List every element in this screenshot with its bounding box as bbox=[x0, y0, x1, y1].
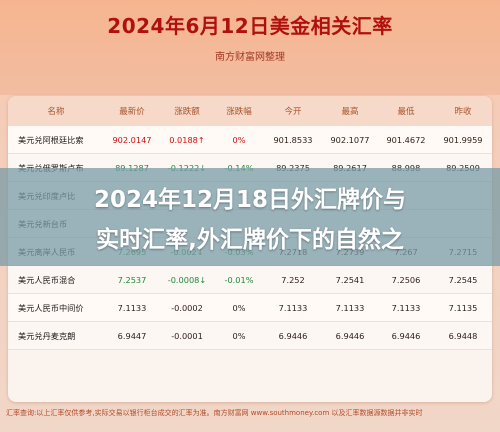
rate-cell: 7.2545 bbox=[434, 265, 492, 294]
rate-cell: 7.252 bbox=[264, 265, 322, 294]
column-header: 最高 bbox=[322, 96, 378, 126]
rate-cell: 6.9446 bbox=[264, 321, 322, 350]
rate-cell: -0.0002 bbox=[160, 293, 214, 322]
footer-note: 汇率查询:以上汇率仅供参考,实际交易以银行柜台成交的汇率为准。南方财富网 www… bbox=[6, 409, 423, 417]
rate-cell: 7.1133 bbox=[264, 293, 322, 322]
table-header-row: 名称 最新价 涨跌额 涨跌幅 今开 最高 最低 昨收 bbox=[8, 96, 492, 126]
column-header: 最低 bbox=[378, 96, 434, 126]
table-row: 美元兑丹麦克朗 6.9447 -0.0001 0% 6.9446 6.9446 6.9446… bbox=[8, 321, 492, 350]
rate-cell: 6.9446 bbox=[378, 321, 434, 350]
currency-pair-name: 美元人民币混合 bbox=[8, 265, 104, 294]
headline-line-2: 实时汇率,外汇牌价下的自然之 bbox=[96, 227, 404, 253]
rate-cell: 7.1133 bbox=[322, 293, 378, 322]
column-header: 最新价 bbox=[104, 96, 160, 126]
rate-cell: 7.2506 bbox=[378, 265, 434, 294]
rate-cell: 7.1133 bbox=[104, 293, 160, 322]
rate-cell: 0.0188↑ bbox=[160, 126, 214, 154]
rate-cell: -0.01% bbox=[214, 265, 264, 294]
rate-cell: 6.9446 bbox=[322, 321, 378, 350]
rate-cell: 7.2541 bbox=[322, 265, 378, 294]
column-header: 涨跌额 bbox=[160, 96, 214, 126]
rate-cell: -0.0008↓ bbox=[160, 265, 214, 294]
rate-cell: 0% bbox=[214, 321, 264, 350]
rate-cell: 902.1077 bbox=[322, 126, 378, 154]
column-header: 涨跌幅 bbox=[214, 96, 264, 126]
page-subtitle: 南方财富网整理 bbox=[215, 52, 285, 63]
rate-cell: 7.1135 bbox=[434, 293, 492, 322]
headline-overlay bbox=[0, 168, 500, 266]
column-header: 名称 bbox=[8, 96, 104, 126]
currency-pair-name: 美元兑阿根廷比索 bbox=[8, 126, 104, 154]
currency-pair-name: 美元人民币中间价 bbox=[8, 293, 104, 322]
rate-cell: 901.4672 bbox=[378, 126, 434, 154]
rate-cell: 6.9447 bbox=[104, 321, 160, 350]
column-header: 昨收 bbox=[434, 96, 492, 126]
rate-cell: 7.1133 bbox=[378, 293, 434, 322]
column-header: 今开 bbox=[264, 96, 322, 126]
headline-line-1: 2024年12月18日外汇牌价与 bbox=[93, 187, 407, 213]
rate-cell: 901.9959 bbox=[434, 126, 492, 154]
rate-cell: 0% bbox=[214, 126, 264, 154]
rate-cell: 902.0147 bbox=[104, 126, 160, 154]
rate-cell: -0.0001 bbox=[160, 321, 214, 350]
rate-cell: 901.8533 bbox=[264, 126, 322, 154]
rate-cell: 7.2537 bbox=[104, 265, 160, 294]
rate-cell: 6.9448 bbox=[434, 321, 492, 350]
page-title: 2024年6月12日美金相关汇率 bbox=[107, 14, 393, 38]
table-row: 美元兑阿根廷比索 902.0147 0.0188↑ 0% 901.8533 902.107… bbox=[8, 126, 492, 154]
rate-cell: 0% bbox=[214, 293, 264, 322]
currency-pair-name: 美元兑丹麦克朗 bbox=[8, 321, 104, 350]
header-banner: 2024年6月12日美金相关汇率 南方财富网整理 bbox=[0, 0, 500, 95]
table-row: 美元人民币中间价 7.1133 -0.0002 0% 7.1133 7.1133 7.113… bbox=[8, 293, 492, 322]
table-row: 美元人民币混合 7.2537 -0.0008↓ -0.01% 7.252 7.2541 7.… bbox=[8, 265, 492, 294]
